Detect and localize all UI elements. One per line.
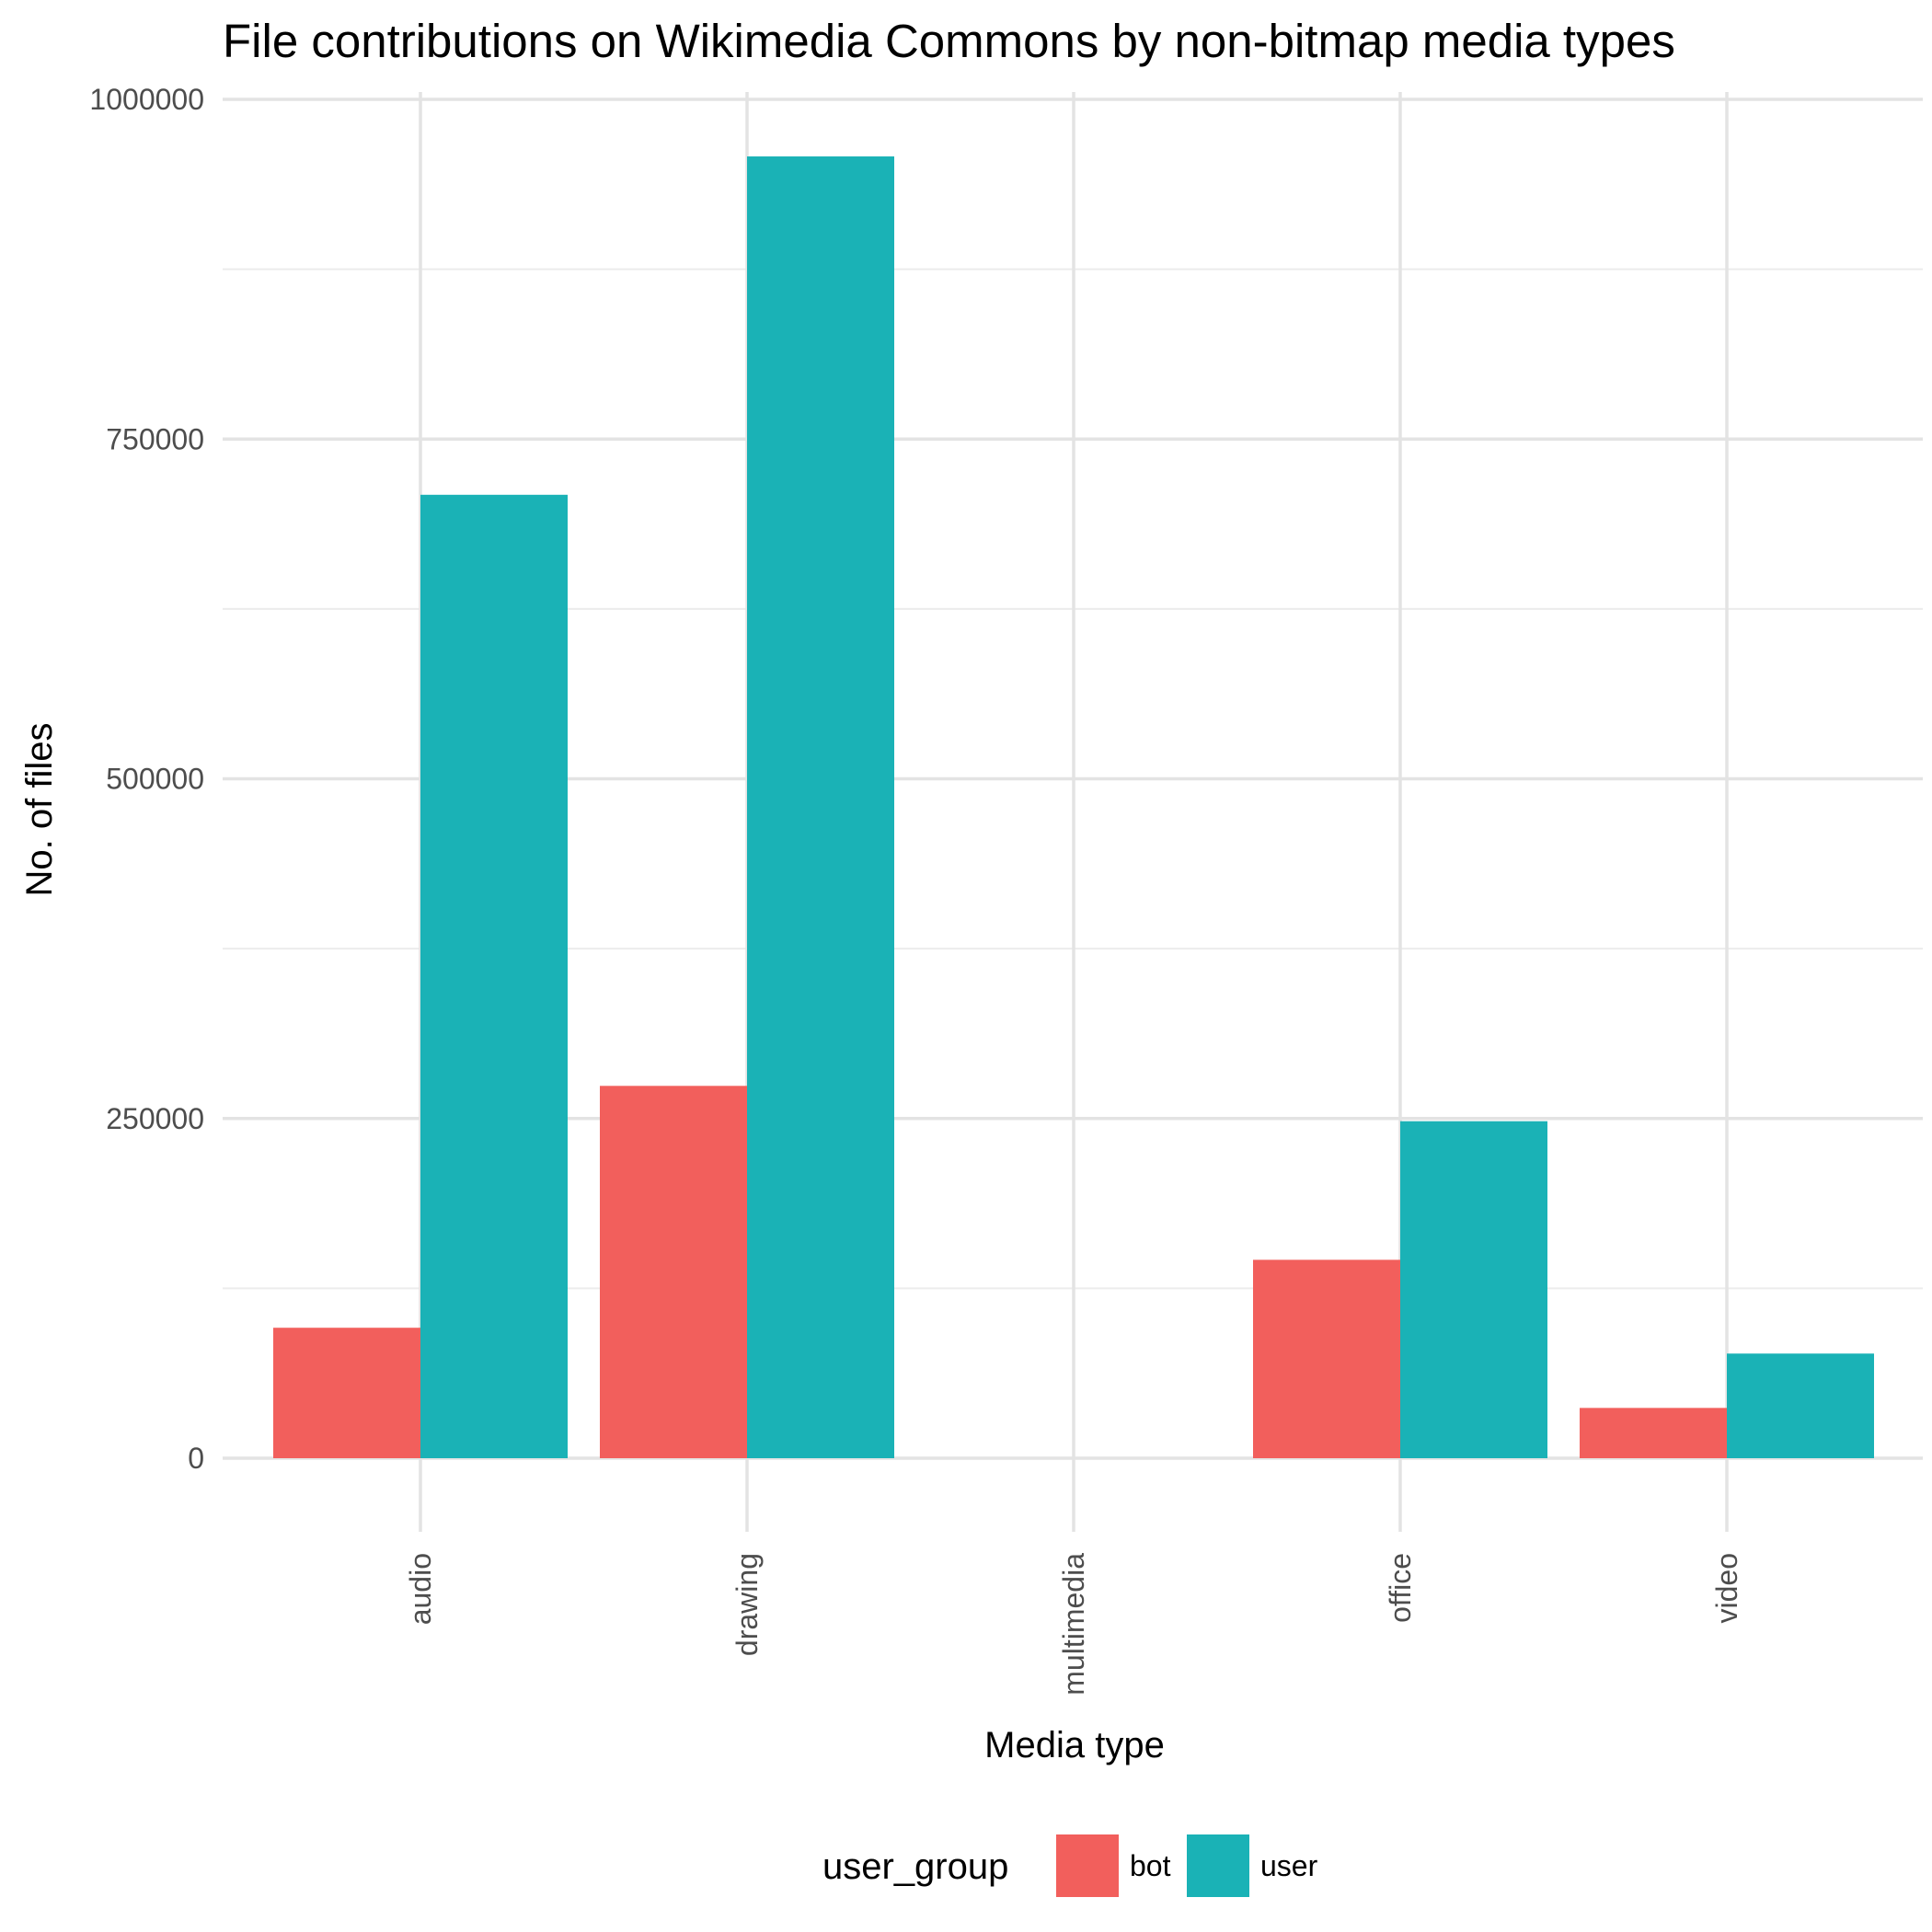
- bar-user-audio: [420, 494, 568, 1458]
- legend-title: user_group: [822, 1846, 1008, 1887]
- y-tick-label: 500000: [106, 763, 204, 796]
- y-tick-label: 750000: [106, 422, 204, 455]
- x-tick-label: video: [1710, 1553, 1743, 1624]
- x-tick-label: audio: [404, 1553, 437, 1625]
- legend-label-bot: bot: [1130, 1849, 1171, 1882]
- y-axis-title: No. of files: [19, 723, 60, 897]
- legend: user_group bot user: [822, 1834, 1318, 1897]
- bar-bot-office: [1253, 1259, 1400, 1458]
- bar-user-office: [1400, 1121, 1547, 1458]
- x-axis-ticks: audio drawing multimedia office video: [404, 1553, 1743, 1696]
- bars: [273, 156, 1874, 1459]
- y-tick-label: 250000: [106, 1102, 204, 1135]
- legend-label-user: user: [1260, 1849, 1318, 1882]
- legend-key-user: [1187, 1834, 1249, 1897]
- x-tick-label: drawing: [730, 1553, 764, 1656]
- chart-title: File contributions on Wikimedia Commons …: [223, 15, 1675, 67]
- bar-user-drawing: [747, 156, 894, 1459]
- legend-key-bot: [1056, 1834, 1119, 1897]
- bar-bot-audio: [273, 1328, 420, 1458]
- x-axis-title: Media type: [984, 1725, 1165, 1765]
- x-tick-label: office: [1384, 1553, 1417, 1623]
- x-tick-label: multimedia: [1057, 1553, 1090, 1696]
- bar-bot-video: [1580, 1408, 1727, 1458]
- bar-user-video: [1727, 1353, 1874, 1458]
- legend-items: bot user: [1056, 1834, 1318, 1897]
- y-axis-ticks: 0 250000 500000 750000 1000000: [89, 83, 204, 1475]
- bar-bot-drawing: [600, 1086, 747, 1458]
- y-tick-label: 1000000: [89, 83, 204, 116]
- y-tick-label: 0: [188, 1442, 204, 1475]
